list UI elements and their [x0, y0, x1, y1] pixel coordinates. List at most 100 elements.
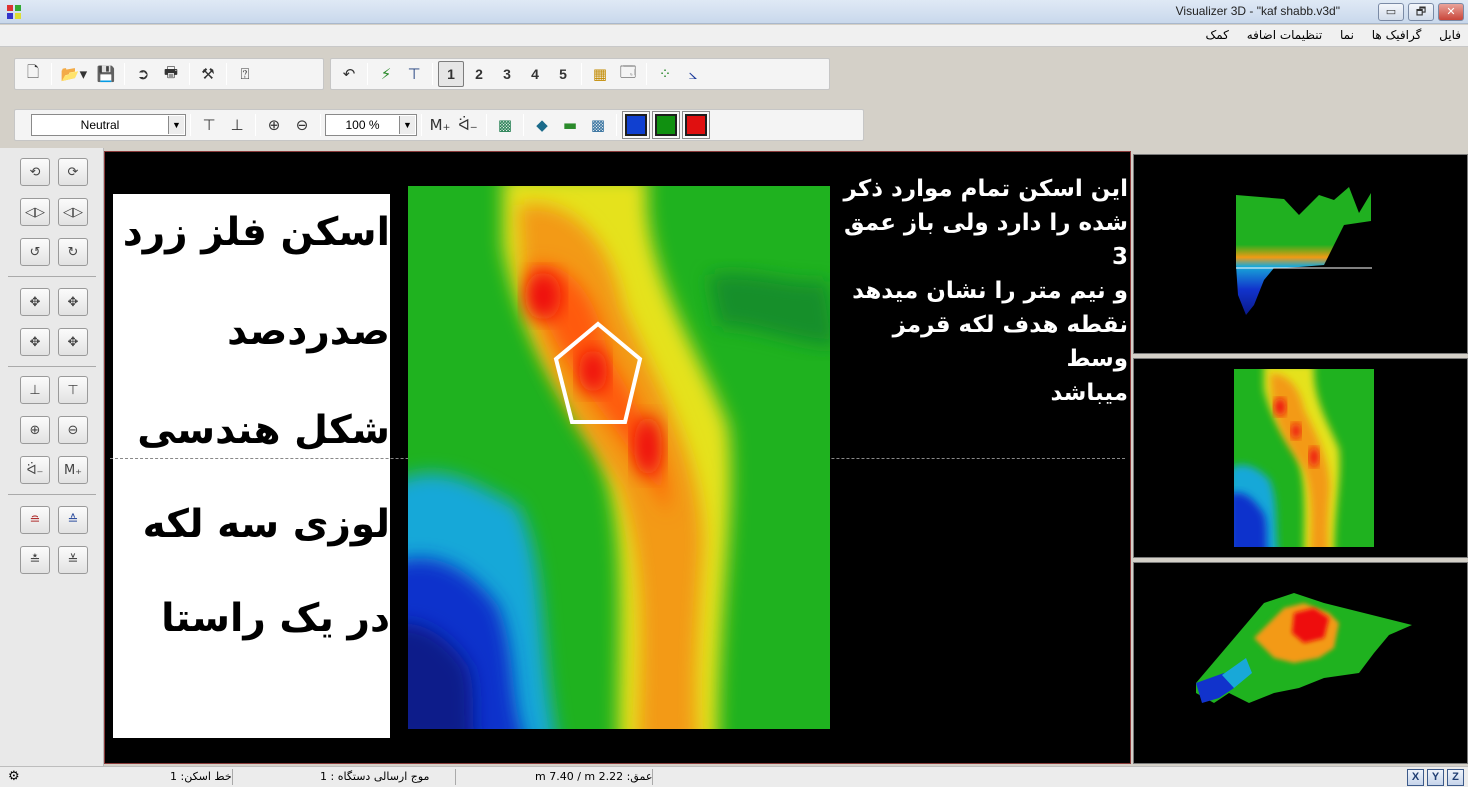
- open-folder-icon[interactable]: 📂▾: [60, 65, 88, 83]
- raise-icon[interactable]: ⊤: [58, 376, 88, 404]
- note-line-3: و نیم متر را نشان میدهد: [852, 278, 1128, 304]
- menu-settings[interactable]: تنظیمات اضافه: [1246, 28, 1323, 42]
- save-icon[interactable]: 💾: [96, 65, 116, 83]
- undo-icon[interactable]: ↶: [342, 65, 356, 83]
- menu-file[interactable]: فایل: [1439, 28, 1461, 42]
- separator: [367, 63, 368, 85]
- separator: [646, 63, 647, 85]
- separator: [523, 114, 524, 136]
- tools-icon[interactable]: ⚒: [201, 65, 215, 83]
- zoom-out-icon[interactable]: ⊖: [58, 416, 88, 444]
- help-icon[interactable]: ⍰: [240, 65, 250, 83]
- top-view-heatmap: [1234, 369, 1374, 547]
- scatter-icon[interactable]: ⁘: [658, 65, 672, 83]
- export-icon[interactable]: ➲: [136, 65, 150, 83]
- separator: [581, 63, 582, 85]
- left-line-5: در یک راستا: [161, 596, 390, 641]
- separator: [652, 769, 653, 785]
- view-5-button[interactable]: 5: [559, 66, 567, 82]
- move-right-icon[interactable]: ✥: [58, 328, 88, 356]
- axis-x-button[interactable]: X: [1407, 769, 1424, 786]
- zoom-value: 100 %: [345, 118, 380, 132]
- move-up-icon[interactable]: ✥: [20, 288, 50, 316]
- view-2-button[interactable]: 2: [475, 66, 483, 82]
- zoom-in-icon[interactable]: ⊕: [267, 116, 281, 134]
- color-green-button[interactable]: [652, 111, 680, 139]
- lower-icon[interactable]: ⊥: [20, 376, 50, 404]
- rotate-x-ccw-icon[interactable]: ⟲: [20, 158, 50, 186]
- separator: [190, 114, 191, 136]
- rotate-y-left-icon[interactable]: ◁▷: [20, 198, 50, 226]
- surface-icon[interactable]: ◆: [536, 116, 548, 134]
- menu-graphics[interactable]: گرافیک ها: [1371, 28, 1422, 42]
- separator: [189, 63, 190, 85]
- view-4-button[interactable]: 4: [531, 66, 539, 82]
- palette-select[interactable]: Neutral ▼: [31, 114, 186, 136]
- remove-marker-icon[interactable]: ᐛ₋: [458, 116, 478, 134]
- rotate-x-cw-icon[interactable]: ⟳: [58, 158, 88, 186]
- align-right-icon[interactable]: ≚: [58, 546, 88, 574]
- align-left-icon[interactable]: ≛: [20, 546, 50, 574]
- top-align-icon[interactable]: ⊤: [202, 116, 216, 134]
- move-down-icon[interactable]: ✥: [58, 288, 88, 316]
- separator: [8, 366, 96, 367]
- maximize-button[interactable]: 🗗: [1408, 3, 1434, 21]
- zoom-out-icon[interactable]: ⊖: [295, 116, 309, 134]
- slice-icon[interactable]: ▬: [562, 116, 578, 134]
- minimize-button[interactable]: ▭: [1378, 3, 1404, 21]
- rotate-z-cw-icon[interactable]: ↻: [58, 238, 88, 266]
- filter-icon[interactable]: ⚡: [380, 65, 392, 83]
- separator: [226, 63, 227, 85]
- left-line-3: شکل هندسی: [137, 408, 390, 453]
- topview-icon[interactable]: ▩: [497, 116, 513, 134]
- menu-help[interactable]: کمک: [1205, 28, 1229, 42]
- rotate-y-right-icon[interactable]: ◁▷: [58, 198, 88, 226]
- zoom-in-icon[interactable]: ⊕: [20, 416, 50, 444]
- add-marker-icon[interactable]: M₊: [429, 116, 451, 134]
- note-line-5: میباشد: [1050, 380, 1128, 406]
- toolbar-display: Neutral ▼ ⊤ ⊥ ⊕ ⊖ 100 % ▼ M₊ ᐛ₋ ▩ ◆ ▬ ▩: [14, 109, 864, 141]
- separator: [51, 63, 52, 85]
- note-line-4: نقطه هدف لکه قرمز وسط: [892, 312, 1128, 372]
- bottom-align-icon[interactable]: ⊥: [230, 116, 244, 134]
- toolbar-file: 🗋 📂▾ 💾 ➲ 🖶 ⚒ ⍰: [14, 58, 324, 90]
- axis-z-button[interactable]: Z: [1447, 769, 1464, 786]
- color-blue-button[interactable]: [622, 111, 650, 139]
- add-marker-icon[interactable]: M₊: [58, 456, 88, 484]
- view-3-button[interactable]: 3: [503, 66, 511, 82]
- remove-marker-icon[interactable]: ᐛ₋: [20, 456, 50, 484]
- side-view-panel[interactable]: [1133, 154, 1468, 354]
- status-scan-line: خط اسکن: 1: [170, 770, 232, 783]
- separator: [8, 494, 96, 495]
- layer-down-icon[interactable]: ≙: [58, 506, 88, 534]
- grid-icon[interactable]: ▦: [592, 65, 608, 83]
- zoom-select[interactable]: 100 % ▼: [325, 114, 417, 136]
- layer-up-icon[interactable]: ≘: [20, 506, 50, 534]
- separator: [232, 769, 233, 785]
- title-bar: Visualizer 3D - "kaf shabb.v3d" ▭ 🗗 ✕: [0, 0, 1468, 24]
- print-icon[interactable]: 🖶: [163, 62, 179, 81]
- graph-icon[interactable]: ⦣: [688, 65, 698, 83]
- status-depth: عمق: m 7.40 / m 2.22: [535, 770, 653, 783]
- preview-icon[interactable]: 🗔: [619, 62, 637, 81]
- top-view-panel[interactable]: [1133, 358, 1468, 558]
- menu-view[interactable]: نما: [1340, 28, 1354, 42]
- rotate-z-ccw-icon[interactable]: ↺: [20, 238, 50, 266]
- separator: [455, 769, 456, 785]
- separator: [432, 63, 433, 85]
- close-button[interactable]: ✕: [1438, 3, 1464, 21]
- status-device-wave: موج ارسالی دستگاه : 1: [320, 770, 430, 783]
- left-line-4: لوزی سه لکه: [142, 502, 390, 547]
- 3d-view-panel[interactable]: [1133, 562, 1468, 764]
- axis-y-button[interactable]: Y: [1427, 769, 1444, 786]
- magnet-icon[interactable]: ⊤: [407, 65, 421, 83]
- heatmap-icon[interactable]: ▩: [590, 116, 606, 134]
- separator: [124, 63, 125, 85]
- move-left-icon[interactable]: ✥: [20, 328, 50, 356]
- new-file-icon[interactable]: 🗋: [26, 62, 40, 81]
- view-1-button[interactable]: 1: [438, 61, 464, 87]
- separator: [320, 114, 321, 136]
- color-red-button[interactable]: [682, 111, 710, 139]
- window-title: Visualizer 3D - "kaf shabb.v3d": [1175, 4, 1340, 18]
- separator: [255, 114, 256, 136]
